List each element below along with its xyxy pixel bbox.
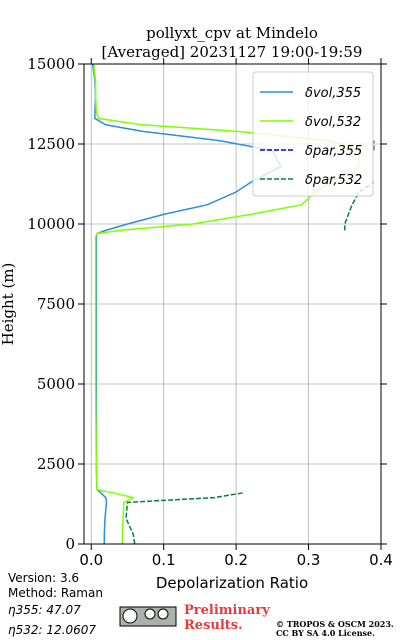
license: CC BY SA 4.0 License. [276, 628, 375, 638]
y-tick-label: 15000 [27, 55, 75, 73]
eta355: η355: 47.07 [8, 603, 81, 617]
legend-label: δpar,532 [305, 173, 362, 188]
legend-label: δvol,532 [305, 115, 361, 130]
legend: δvol,355 δvol,532 δpar,355 δpar,532 [252, 71, 374, 197]
legend-label: δvol,355 [305, 86, 361, 101]
x-tick-label: 0.1 [152, 551, 176, 569]
profile-line [93, 64, 361, 544]
method: Method: Raman [8, 586, 103, 600]
copyright: © TROPOS & OSCM 2023. [276, 619, 394, 629]
x-axis-label: Depolarization Ratio [156, 574, 308, 592]
legend-box [252, 71, 374, 197]
y-axis-label: Height (m) [0, 263, 17, 346]
version: Version: 3.6 [8, 571, 79, 585]
y-tick-label: 7500 [37, 295, 75, 313]
chart-subtitle: [Averaged] 20231127 19:00-19:59 [102, 43, 363, 61]
axes-frame [83, 63, 382, 545]
cc-logo [119, 606, 177, 627]
y-tick-label: 0 [65, 535, 75, 553]
x-tick-label: 0.2 [224, 551, 248, 569]
legend-label: δpar,355 [305, 144, 362, 159]
chart-title: pollyxt_cpv at Mindelo [146, 24, 318, 42]
y-tick-label: 2500 [37, 455, 75, 473]
profile-line [91, 63, 283, 544]
x-tick-label: 0.3 [297, 551, 321, 569]
y-tick-label: 12500 [27, 135, 75, 153]
y-tick-label: 5000 [37, 375, 75, 393]
eta532: η532: 12.0607 [8, 623, 96, 637]
y-tick-label: 10000 [27, 215, 75, 233]
preliminary: Preliminary [184, 603, 270, 618]
x-tick-label: 0.0 [79, 551, 103, 569]
results: Results. [184, 618, 243, 633]
x-tick-label: 0.4 [369, 551, 393, 569]
profile-line [125, 140, 375, 545]
